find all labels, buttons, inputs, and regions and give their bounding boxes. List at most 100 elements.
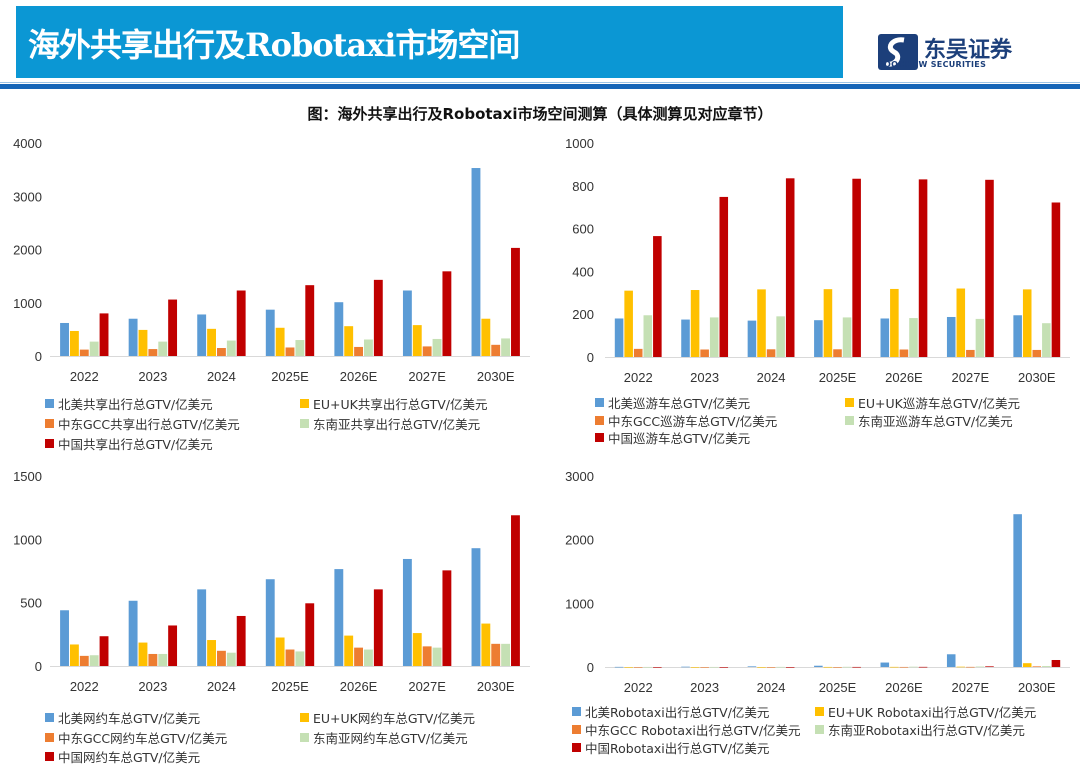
bar-2024-series-3 <box>766 349 776 357</box>
legend-swatch <box>300 399 309 408</box>
bar-2025E-series-1 <box>265 309 275 356</box>
bar-2023-series-4 <box>709 317 719 357</box>
legend-label: EU+UK网约车总GTV/亿美元 <box>313 711 476 726</box>
bar-2027E-series-5 <box>442 570 452 666</box>
bar-2026E-series-3 <box>899 349 909 357</box>
bar-2023-series-5 <box>168 625 178 666</box>
y-tick-label: 500 <box>20 596 42 611</box>
bar-2022-series-4 <box>643 315 653 357</box>
bar-2023-series-5 <box>719 667 729 668</box>
bar-2025E-series-2 <box>275 327 285 356</box>
logo-mark-icon <box>878 34 918 70</box>
bar-2022-series-5 <box>653 667 662 668</box>
bar-2023-series-1 <box>681 319 690 357</box>
legend-item: 中国网约车总GTV/亿美元 <box>45 747 200 766</box>
bar-2030E-series-2 <box>1022 289 1032 357</box>
bar-2027E-series-1 <box>402 290 412 356</box>
bar-2026E-series-5 <box>918 179 928 357</box>
bar-2024-series-3 <box>216 650 226 666</box>
bar-2026E-series-4 <box>909 318 918 357</box>
legend-item: 北美共享出行总GTV/亿美元 <box>45 394 213 413</box>
bar-2025E-series-1 <box>814 665 823 667</box>
legend-swatch <box>845 398 854 407</box>
legend-swatch <box>595 415 604 425</box>
legend-label: 中国网约车总GTV/亿美元 <box>58 750 201 765</box>
legend-label: 北美网约车总GTV/亿美元 <box>58 711 201 726</box>
bar-2026E-series-1 <box>334 302 344 356</box>
bar-2025E-series-4 <box>842 666 852 668</box>
legend-label: 东南亚网约车总GTV/亿美元 <box>313 730 468 746</box>
bar-2026E-series-3 <box>354 647 364 666</box>
bar-2030E-series-2 <box>481 318 491 356</box>
x-tick-label: 2025E <box>819 370 857 385</box>
bar-2023-series-3 <box>700 349 709 357</box>
bar-2030E-series-5 <box>511 247 520 356</box>
legend-label: 东南亚共享出行总GTV/亿美元 <box>313 417 481 432</box>
bar-2026E-series-1 <box>880 662 890 667</box>
logo-text: 东吴证券 <box>924 38 1013 63</box>
bar-2022-series-5 <box>99 636 109 666</box>
bar-2027E-series-5 <box>985 179 994 357</box>
bar-2027E-series-4 <box>975 318 985 357</box>
legend-label: 北美巡游车总GTV/亿美元 <box>608 396 751 411</box>
bar-2027E-series-5 <box>442 271 452 356</box>
bar-2022-series-2 <box>624 667 633 668</box>
legend-swatch <box>572 707 581 716</box>
bar-2022-series-3 <box>79 349 89 356</box>
logo-subtext: SOOCHOW SECURITIES <box>878 60 987 69</box>
header-rule <box>0 84 1080 89</box>
legend-item: 东南亚共享出行总GTV/亿美元 <box>300 414 480 433</box>
bar-2024-series-5 <box>236 290 246 356</box>
bar-2022-series-1 <box>614 318 624 357</box>
bar-2026E-series-5 <box>373 279 383 356</box>
bar-2025E-series-5 <box>852 178 861 357</box>
bar-2024-series-2 <box>207 640 216 666</box>
legend-swatch <box>45 713 54 722</box>
y-tick-label: 800 <box>572 179 594 194</box>
bar-2022-series-2 <box>69 330 79 356</box>
bar-2025E-series-1 <box>814 320 823 357</box>
x-tick-label: 2027E <box>952 370 990 385</box>
bar-2024-series-2 <box>207 328 216 356</box>
bar-2027E-series-1 <box>946 654 956 667</box>
bar-2025E-series-3 <box>833 349 842 357</box>
bar-2024-series-1 <box>197 589 207 666</box>
bar-2024-series-4 <box>226 340 236 356</box>
legend-swatch <box>572 743 581 752</box>
x-tick-label: 2022 <box>624 680 653 695</box>
y-tick-label: 1000 <box>13 532 42 547</box>
x-tick-label: 2024 <box>757 370 786 385</box>
x-tick-label: 2024 <box>757 680 786 695</box>
legend-item: 北美Robotaxi出行总GTV/亿美元 <box>572 702 769 721</box>
legend-label: 东南亚巡游车总GTV/亿美元 <box>858 413 1013 429</box>
legend-swatch <box>595 398 604 407</box>
legend-item: EU+UK巡游车总GTV/亿美元 <box>845 393 1020 412</box>
bar-2022-series-4 <box>89 341 99 356</box>
bar-2025E-series-4 <box>295 651 305 666</box>
y-tick-label: 3000 <box>13 189 42 204</box>
y-tick-label: 200 <box>572 307 594 322</box>
soochow-logo: 东吴证券 SOOCHOW SECURITIES <box>878 34 1078 74</box>
legend-swatch <box>45 732 54 742</box>
x-tick-label: 2022 <box>70 679 99 694</box>
legend-label: 北美共享出行总GTV/亿美元 <box>58 397 213 412</box>
bar-2025E-series-2 <box>275 637 285 666</box>
bar-2024-series-1 <box>747 320 757 357</box>
bar-2024-series-4 <box>776 316 785 357</box>
x-tick-label: 2025E <box>271 679 309 694</box>
y-tick-label: 0 <box>587 350 594 365</box>
bar-2030E-series-1 <box>471 168 481 356</box>
x-tick-label: 2030E <box>477 679 515 694</box>
bar-2025E-series-5 <box>852 666 861 668</box>
legend-swatch <box>845 415 854 425</box>
legend-item: 东南亚巡游车总GTV/亿美元 <box>845 411 1013 430</box>
bar-2026E-series-4 <box>364 339 373 356</box>
bar-2030E-series-3 <box>491 643 501 666</box>
bar-2024-series-2 <box>757 289 766 357</box>
y-tick-label: 0 <box>35 659 42 674</box>
x-tick-label: 2025E <box>271 369 309 384</box>
bar-2027E-series-3 <box>422 346 432 356</box>
x-tick-label: 2022 <box>624 370 653 385</box>
bar-2022-series-5 <box>653 236 662 357</box>
bar-2027E-series-4 <box>432 647 442 666</box>
